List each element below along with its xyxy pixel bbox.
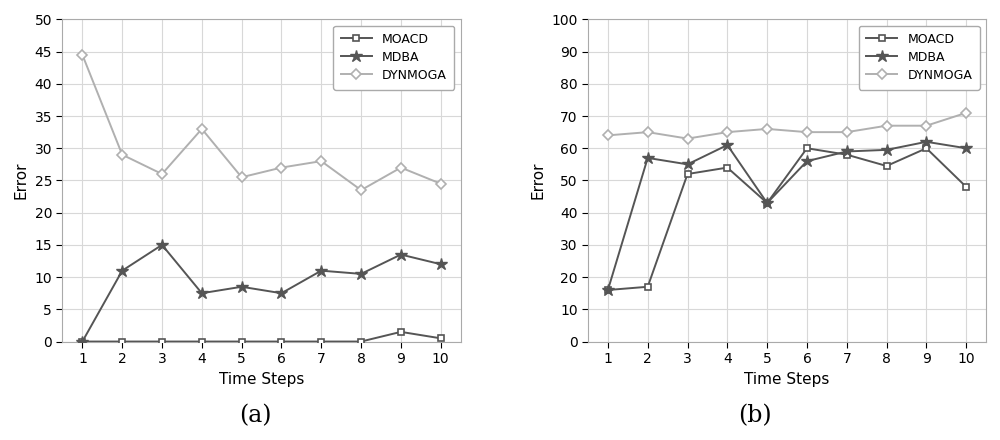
DYNMOGA: [116, 152, 128, 158]
MDBA: [881, 147, 893, 153]
MOACD: [881, 163, 893, 169]
MOACD: [355, 339, 367, 344]
DYNMOGA: [315, 158, 327, 164]
Line: MOACD: MOACD: [604, 145, 970, 293]
MDBA: [315, 268, 327, 273]
Line: DYNMOGA: DYNMOGA: [79, 51, 444, 194]
X-axis label: Time Steps: Time Steps: [219, 371, 304, 386]
DYNMOGA: [920, 123, 932, 128]
DYNMOGA: [435, 181, 447, 186]
MOACD: [602, 287, 614, 293]
MDBA: [275, 290, 287, 296]
MDBA: [841, 149, 853, 154]
Y-axis label: Error: Error: [531, 162, 546, 199]
MDBA: [801, 158, 813, 164]
DYNMOGA: [395, 165, 407, 170]
DYNMOGA: [275, 165, 287, 170]
Legend: MOACD, MDBA, DYNMOGA: MOACD, MDBA, DYNMOGA: [333, 26, 454, 90]
MDBA: [355, 271, 367, 276]
DYNMOGA: [236, 175, 248, 180]
Text: (a): (a): [239, 404, 271, 427]
MOACD: [841, 152, 853, 158]
MOACD: [315, 339, 327, 344]
MOACD: [801, 146, 813, 151]
MOACD: [642, 284, 654, 290]
MDBA: [761, 200, 773, 205]
MDBA: [642, 155, 654, 161]
MDBA: [156, 242, 168, 248]
DYNMOGA: [761, 126, 773, 132]
MOACD: [435, 336, 447, 341]
MDBA: [920, 139, 932, 144]
MOACD: [275, 339, 287, 344]
MDBA: [602, 287, 614, 293]
DYNMOGA: [682, 136, 694, 141]
MDBA: [116, 268, 128, 273]
MDBA: [721, 143, 733, 148]
MOACD: [156, 339, 168, 344]
Legend: MOACD, MDBA, DYNMOGA: MOACD, MDBA, DYNMOGA: [859, 26, 980, 90]
MOACD: [721, 165, 733, 170]
MDBA: [682, 162, 694, 167]
DYNMOGA: [76, 52, 88, 58]
MOACD: [960, 184, 972, 190]
MOACD: [76, 339, 88, 344]
DYNMOGA: [196, 126, 208, 132]
DYNMOGA: [721, 129, 733, 135]
DYNMOGA: [801, 129, 813, 135]
Text: (b): (b): [738, 404, 772, 427]
MOACD: [236, 339, 248, 344]
Line: MDBA: MDBA: [602, 136, 972, 296]
DYNMOGA: [355, 187, 367, 193]
MDBA: [76, 339, 88, 344]
MOACD: [920, 146, 932, 151]
Line: MDBA: MDBA: [76, 238, 447, 348]
DYNMOGA: [841, 129, 853, 135]
MDBA: [196, 290, 208, 296]
MDBA: [395, 252, 407, 257]
DYNMOGA: [881, 123, 893, 128]
MDBA: [435, 262, 447, 267]
MDBA: [960, 146, 972, 151]
DYNMOGA: [602, 133, 614, 138]
Line: DYNMOGA: DYNMOGA: [604, 110, 970, 142]
MOACD: [395, 329, 407, 334]
MOACD: [116, 339, 128, 344]
MOACD: [196, 339, 208, 344]
DYNMOGA: [960, 110, 972, 115]
DYNMOGA: [642, 129, 654, 135]
DYNMOGA: [156, 172, 168, 177]
Y-axis label: Error: Error: [14, 162, 29, 199]
Line: MOACD: MOACD: [79, 328, 444, 345]
MOACD: [682, 172, 694, 177]
X-axis label: Time Steps: Time Steps: [744, 371, 830, 386]
MOACD: [761, 200, 773, 205]
MDBA: [236, 284, 248, 290]
